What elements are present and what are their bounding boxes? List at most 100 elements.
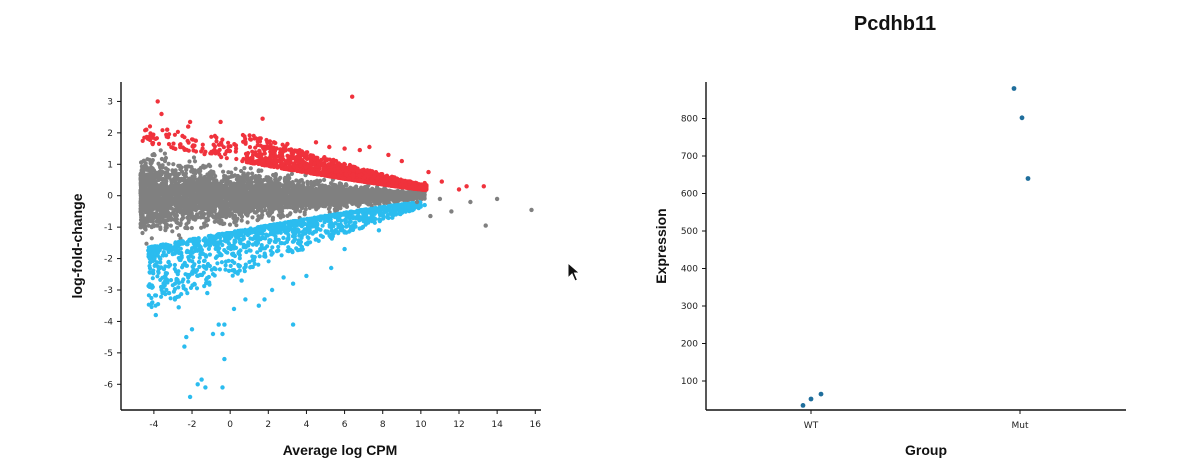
md-point-ns — [143, 200, 148, 205]
md-point-ns — [208, 181, 213, 186]
md-point-ns — [225, 190, 230, 196]
md-point-ns — [237, 197, 242, 202]
md-point-ns — [248, 166, 253, 171]
md-point-ns — [171, 190, 176, 195]
md-point-ns — [338, 186, 344, 191]
md-point-ns — [217, 204, 223, 209]
md-point-ns — [162, 214, 167, 219]
md-point-ns — [151, 204, 156, 209]
md-point-ns — [224, 215, 229, 220]
md-point-ns — [221, 184, 226, 189]
md-point-ns — [327, 185, 332, 190]
md-point-ns — [187, 205, 193, 211]
md-point-ns — [213, 199, 219, 204]
md-point-ns — [247, 183, 252, 188]
md-point-ns — [180, 199, 185, 204]
md-point-ns — [217, 194, 222, 199]
md-point-ns — [332, 195, 337, 200]
md-point-ns — [370, 192, 375, 197]
md-point-ns — [173, 200, 178, 205]
md-point-ns — [199, 211, 204, 216]
md-point-ns — [282, 195, 287, 200]
md-point-ns — [241, 201, 246, 206]
md-point-ns — [161, 219, 166, 225]
md-point-ns — [222, 221, 227, 226]
md-point-ns — [281, 214, 286, 219]
md-point-ns — [239, 218, 244, 223]
md-point-ns — [150, 216, 155, 221]
md-point-ns — [237, 183, 242, 188]
md-point-ns — [225, 178, 230, 183]
md-point-ns — [252, 210, 257, 215]
md-point-ns — [211, 215, 216, 220]
md-point-ns — [179, 176, 184, 181]
md-point-ns — [158, 169, 163, 174]
md-point-ns — [158, 173, 163, 179]
md-point-ns — [192, 159, 198, 164]
md-point-ns — [287, 212, 292, 217]
md-point-ns — [345, 199, 350, 204]
md-point-ns — [148, 185, 153, 190]
md-point-ns — [150, 211, 155, 216]
md-point-ns — [299, 184, 304, 189]
md-point-ns — [347, 186, 352, 191]
md-point-up — [247, 145, 253, 150]
md-point-ns — [198, 173, 203, 178]
md-point-ns — [140, 204, 145, 209]
md-point-ns — [306, 200, 311, 205]
md-point-ns — [289, 171, 294, 176]
md-point-ns — [206, 217, 211, 222]
md-point-ns — [241, 195, 246, 200]
md-point-ns — [166, 187, 171, 192]
md-point-ns — [140, 191, 145, 196]
md-point-ns — [159, 192, 164, 197]
md-point-ns — [322, 197, 327, 202]
md-point-ns — [266, 195, 271, 200]
md-point-ns — [421, 193, 426, 198]
md-point-ns — [207, 194, 212, 199]
md-point-ns — [158, 148, 163, 153]
md-point-ns — [208, 173, 214, 178]
md-point-ns — [155, 207, 160, 212]
md-point-ns — [183, 225, 188, 230]
md-point-ns — [170, 229, 175, 234]
md-point-ns — [191, 170, 196, 175]
md-point-ns — [265, 188, 270, 194]
md-point-ns — [138, 212, 144, 217]
md-point-ns — [245, 220, 250, 225]
md-point-ns — [294, 204, 299, 209]
md-point-ns — [181, 211, 187, 216]
md-point-ns — [171, 183, 176, 189]
md-point-ns — [255, 198, 260, 203]
md-point-ns — [404, 190, 409, 195]
md-point-ns — [158, 212, 163, 217]
md-point-ns — [302, 195, 307, 200]
md-point-ns — [298, 188, 303, 193]
md-point-ns — [202, 174, 207, 180]
md-point-ns — [249, 175, 254, 181]
md-point-ns — [263, 200, 268, 205]
md-point-ns — [163, 225, 168, 230]
md-point-ns — [193, 208, 198, 213]
md-point-ns — [216, 219, 221, 224]
md-point-ns — [160, 196, 165, 201]
md-point-ns — [232, 199, 237, 204]
md-point-ns — [327, 202, 333, 207]
md-point-ns — [242, 166, 247, 171]
md-point-ns — [328, 181, 334, 186]
md-point-ns — [151, 224, 157, 229]
md-point-ns — [340, 200, 345, 205]
md-point-ns — [288, 194, 293, 199]
md-point-ns — [201, 163, 206, 168]
md-point-ns — [212, 219, 217, 224]
md-point-ns — [139, 225, 144, 230]
md-point-ns — [202, 221, 207, 226]
md-point-ns — [287, 176, 292, 181]
md-point-ns — [224, 198, 229, 203]
md-point-ns — [240, 207, 245, 212]
md-point-ns — [141, 208, 146, 213]
md-point-ns — [255, 218, 260, 223]
md-point-ns — [141, 159, 146, 164]
